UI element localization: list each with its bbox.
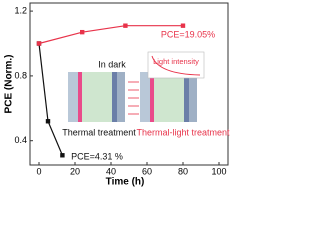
y-axis-label: PCE (Norm.) <box>4 55 15 114</box>
x-tick-label: 20 <box>70 166 80 176</box>
data-point <box>123 23 128 28</box>
data-point <box>36 41 42 46</box>
y-tick-label: 1.2 <box>14 5 27 15</box>
x-tick-label: 60 <box>142 166 152 176</box>
chart: Time (h) PCE (Norm.) In dark Light inten… <box>4 2 230 188</box>
annotation: PCE=19.05% <box>161 29 215 39</box>
data-point <box>45 119 51 124</box>
annotation: In dark <box>98 59 126 69</box>
x-axis-label: Time (h) <box>106 177 145 188</box>
device-light <box>128 51 205 122</box>
annotation: Light intensity <box>153 57 199 66</box>
data-point <box>60 153 65 158</box>
data-point <box>180 23 186 28</box>
series-line <box>38 43 63 156</box>
x-tick-label: 80 <box>178 166 188 176</box>
y-tick-label: 0.4 <box>14 135 27 145</box>
data-point <box>80 29 85 35</box>
plot-frame <box>29 2 229 166</box>
x-tick-label: 0 <box>36 166 41 176</box>
annotation: PCE=4.31 % <box>71 151 123 161</box>
series-label: Thermal treatment <box>62 127 136 137</box>
x-tick-label: 40 <box>106 166 116 176</box>
x-tick-label: 100 <box>211 166 226 176</box>
y-tick-label: 0.8 <box>14 70 27 80</box>
device-dark <box>68 72 125 122</box>
series-label: Thermal-light treatment <box>136 127 230 137</box>
series-line <box>38 25 183 45</box>
